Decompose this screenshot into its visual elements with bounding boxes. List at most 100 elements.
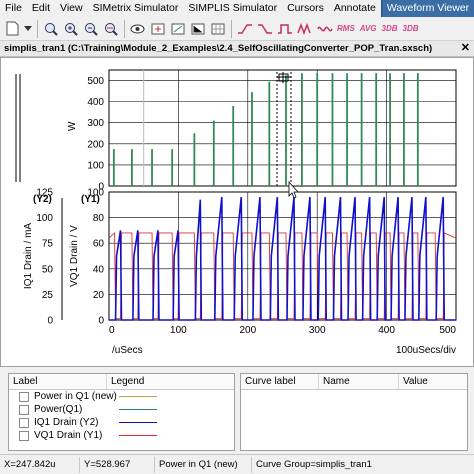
power-graph-ylabel: W xyxy=(67,121,78,131)
3db-high-icon[interactable]: 3DB xyxy=(381,23,398,33)
y2-tick-label: 25 xyxy=(42,290,54,301)
y1-tick-label: 60 xyxy=(93,239,105,250)
legend-header-label: Label xyxy=(9,374,107,389)
legend-swatch xyxy=(119,409,157,410)
checkbox[interactable] xyxy=(19,391,29,402)
curve-table-col-name[interactable]: Name xyxy=(319,374,399,389)
y2-tick-label: 0 xyxy=(47,316,53,327)
dropdown-arrow-icon[interactable] xyxy=(23,19,33,38)
status-x: X=247.842u xyxy=(0,456,80,473)
legend-row[interactable]: VQ1 Drain (Y1) xyxy=(9,429,234,442)
delete-curve-icon[interactable] xyxy=(168,19,187,38)
avg-icon[interactable]: AVG xyxy=(359,23,377,33)
eye-icon[interactable] xyxy=(128,19,147,38)
curve-table-col-value[interactable]: Value xyxy=(403,376,428,387)
x-tick-label: 300 xyxy=(309,325,326,336)
legend-row[interactable]: IQ1 Drain (Y2) xyxy=(9,416,234,429)
legend-row-label: IQ1 Drain (Y2) xyxy=(34,417,99,428)
drain-series xyxy=(108,197,457,321)
curve-table-col-label[interactable]: Curve label xyxy=(241,374,319,389)
y2-tick-label: 125 xyxy=(36,188,53,199)
zoom-selection-box[interactable] xyxy=(276,69,292,187)
y1-axis-label: VQ1 Drain / V xyxy=(69,225,80,287)
toolbar-separator xyxy=(124,19,125,38)
drain-y2-ticks: 0 25 50 75 100 125 xyxy=(36,188,53,327)
zoom-full-icon[interactable] xyxy=(41,19,60,38)
checkbox[interactable] xyxy=(19,430,29,441)
x-tick-label: 400 xyxy=(378,325,395,336)
menu-edit[interactable]: Edit xyxy=(31,2,51,14)
y1-tick-label: 100 xyxy=(87,188,104,199)
fall-time-icon[interactable] xyxy=(255,19,274,38)
legend-swatch xyxy=(119,396,157,397)
toolbar-separator xyxy=(231,19,232,38)
rise-time-icon[interactable] xyxy=(235,19,254,38)
zoom-out-icon[interactable] xyxy=(81,19,100,38)
menu-simetrix-simulator[interactable]: SIMetrix Simulator xyxy=(92,2,179,14)
y1-tick-label: 80 xyxy=(93,213,105,224)
menu-waveform-viewer[interactable]: Waveform Viewer xyxy=(380,0,474,18)
legend-header: Label Legend xyxy=(9,374,234,390)
new-file-icon[interactable] xyxy=(3,19,22,38)
pulse-width-icon[interactable] xyxy=(275,19,294,38)
menu-file[interactable]: File xyxy=(5,2,22,14)
status-group: Curve Group=simplis_tran1 xyxy=(256,458,372,470)
zoom-in-icon[interactable] xyxy=(61,19,80,38)
curve-table-header: Curve label Name Value xyxy=(241,374,467,390)
status-bar: X=247.842u Y=528.967 Power in Q1 (new) C… xyxy=(0,454,474,474)
legend-row-label: VQ1 Drain (Y1) xyxy=(34,430,103,441)
power-graph-frame xyxy=(108,69,457,187)
legend-header-legend: Legend xyxy=(111,376,145,387)
y2-axis-label: IQ1 Drain / mA xyxy=(23,223,34,289)
x-tick-label: 200 xyxy=(239,325,256,336)
x-tick-label: 100 xyxy=(170,325,187,336)
grid-icon[interactable] xyxy=(208,19,227,38)
iq1-drain-series xyxy=(109,197,456,321)
status-curve: Power in Q1 (new) xyxy=(155,456,252,473)
close-icon[interactable]: ✕ xyxy=(460,42,470,54)
y1-tick-label: 40 xyxy=(93,264,105,275)
checkbox[interactable] xyxy=(19,417,29,428)
menu-annotate[interactable]: Annotate xyxy=(333,2,376,14)
y1-axis-tag: (Y1) xyxy=(81,194,100,205)
cursor-icon[interactable] xyxy=(148,19,167,38)
y-tick-label: 200 xyxy=(87,139,104,150)
y2-tick-label: 100 xyxy=(36,213,53,224)
legend-panel: Label Legend Power in Q1 (new) Power(Q1)… xyxy=(8,373,235,451)
y2-tick-label: 75 xyxy=(42,239,54,250)
y2-tick-label: 50 xyxy=(42,264,54,275)
legend-swatch xyxy=(119,435,157,436)
rms-icon[interactable]: RMS xyxy=(337,23,355,33)
legend-row[interactable]: Power in Q1 (new) xyxy=(9,390,234,403)
add-axis-icon[interactable] xyxy=(188,19,207,38)
x-tick-label: 500 xyxy=(439,325,456,336)
drain-y1-ticks: 0 20 40 60 80 100 xyxy=(87,188,104,327)
toolbar-separator xyxy=(37,19,38,38)
x-axis-ticks: 0 100 200 300 400 500 xyxy=(109,325,456,336)
status-y: Y=528.967 xyxy=(80,456,155,473)
power-graph-y-ticks: 0 100 200 300 400 500 xyxy=(87,76,104,192)
y-tick-label: 300 xyxy=(87,118,104,129)
x-axis-per-div: 100uSecs/div xyxy=(396,345,456,356)
graph-title-text: simplis_tran1 (C:\Training\Module_2_Exam… xyxy=(4,43,433,54)
frequency-icon[interactable] xyxy=(315,19,334,38)
legend-row[interactable]: Power(Q1) xyxy=(9,403,234,416)
y-tick-label: 100 xyxy=(87,160,104,171)
power-series xyxy=(112,70,419,320)
menu-simplis-simulator[interactable]: SIMPLIS Simulator xyxy=(188,2,278,14)
zoom-width-icon[interactable] xyxy=(101,19,120,38)
y-tick-label: 500 xyxy=(87,76,104,87)
menu-cursors[interactable]: Cursors xyxy=(287,2,324,14)
y-tick-label: 0 xyxy=(98,182,104,193)
checkbox[interactable] xyxy=(19,404,29,415)
period-icon[interactable] xyxy=(295,19,314,38)
y-tick-label: 400 xyxy=(87,97,104,108)
menu-view[interactable]: View xyxy=(60,2,83,14)
waveform-plot-area[interactable]: 0 100 200 300 400 500 W 0 25 50 75 100 125 0 20 40 60… xyxy=(0,57,474,367)
menu-bar: File Edit View SIMetrix Simulator SIMPLI… xyxy=(0,0,474,18)
y2-axis-tag: (Y2) xyxy=(33,194,52,205)
3db-low-icon[interactable]: 3DB xyxy=(402,23,419,33)
toolbar: RMS AVG 3DB 3DB xyxy=(0,17,474,41)
